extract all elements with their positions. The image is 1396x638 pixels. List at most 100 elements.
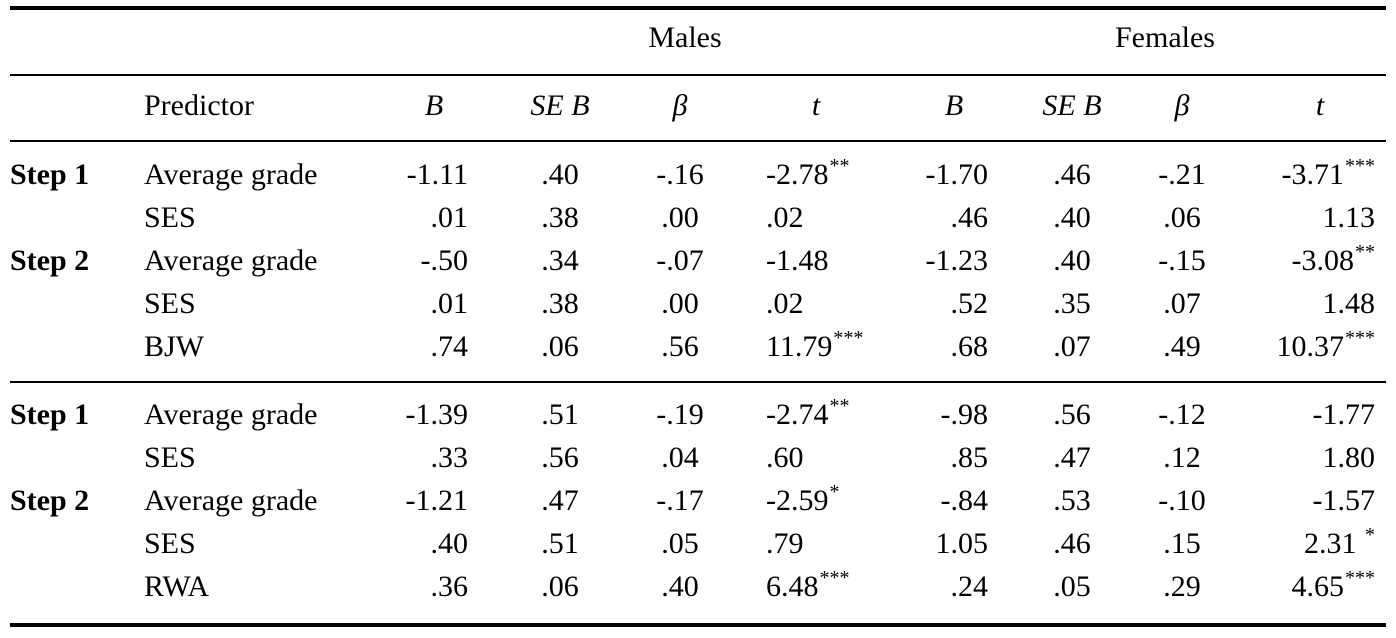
value-cell: 1.05 [900, 524, 989, 564]
value-cell: .04 [620, 438, 740, 478]
value: .36 [430, 570, 469, 603]
value-cell: .06 [500, 327, 620, 367]
significance-stars: *** [1345, 567, 1375, 589]
value-cell: 1.80 [1265, 438, 1376, 478]
value-cell: -2.74** [766, 395, 886, 435]
value: .68 [950, 330, 989, 363]
value: -1.11 [406, 158, 468, 191]
value: .53 [1053, 484, 1091, 517]
value: .40 [541, 158, 579, 191]
column-header: B [944, 89, 964, 122]
value-cell: -2.59* [766, 481, 886, 521]
value-cell: .68 [900, 327, 989, 367]
value-cell: -.50 [380, 241, 469, 281]
value-cell: -1.70 [900, 155, 989, 195]
value: .33 [430, 441, 469, 474]
predictor-cell: SES [144, 201, 196, 234]
value: -1.23 [925, 244, 989, 277]
value: .40 [661, 570, 699, 603]
value-cell: 4.65*** [1265, 567, 1376, 607]
value: .49 [1163, 330, 1201, 363]
column-header: SE B [1042, 89, 1102, 122]
value-cell: .36 [380, 567, 469, 607]
value: .06 [541, 570, 579, 603]
value-cell: -.10 [1122, 481, 1242, 521]
value: .07 [1163, 287, 1201, 320]
predictor-cell: Average grade [144, 398, 318, 431]
value: .00 [661, 201, 699, 234]
value: .01 [430, 201, 469, 234]
value-cell: .29 [1122, 567, 1242, 607]
value: .02 [766, 201, 804, 234]
value-cell: .51 [500, 524, 620, 564]
value: .01 [430, 287, 469, 320]
value: -.07 [656, 244, 704, 277]
value-cell: -3.71*** [1265, 155, 1376, 195]
value: -1.48 [766, 244, 829, 277]
value-cell: 10.37*** [1265, 327, 1376, 367]
value: .38 [541, 201, 579, 234]
value: -3.08 [1291, 244, 1355, 277]
value: -.50 [420, 244, 469, 277]
value-cell: -1.77 [1265, 395, 1376, 435]
value-cell: .33 [380, 438, 469, 478]
value-cell: -.16 [620, 155, 740, 195]
value-cell: .38 [500, 198, 620, 238]
value-cell: .02 [766, 284, 886, 324]
predictor-cell: Average grade [144, 244, 318, 277]
value-cell: .07 [1012, 327, 1132, 367]
column-header: t [811, 89, 821, 122]
value-cell: .07 [1122, 284, 1242, 324]
value: .34 [541, 244, 579, 277]
value-cell: .47 [500, 481, 620, 521]
value: .38 [541, 287, 579, 320]
value-cell: .40 [620, 567, 740, 607]
value: .02 [766, 287, 804, 320]
significance-stars: *** [1345, 155, 1375, 177]
significance-stars: ** [829, 395, 850, 417]
value: -.16 [656, 158, 704, 191]
value-cell: .34 [500, 241, 620, 281]
predictor-cell: RWA [144, 570, 210, 603]
column-header: t [1315, 89, 1325, 122]
value: -.12 [1158, 398, 1206, 431]
value: -.21 [1158, 158, 1206, 191]
predictor-cell: SES [144, 287, 196, 320]
column-header-predictor: Predictor [144, 89, 254, 122]
value: 10.37 [1276, 330, 1345, 363]
value: .24 [950, 570, 989, 603]
value-cell: .40 [380, 524, 469, 564]
value: -.10 [1158, 484, 1206, 517]
value: -.15 [1158, 244, 1206, 277]
value-cell: -.15 [1122, 241, 1242, 281]
value-cell: .02 [766, 198, 886, 238]
value-cell: -.19 [620, 395, 740, 435]
significance-stars: *** [819, 567, 850, 589]
value-cell: .53 [1012, 481, 1132, 521]
value: .74 [430, 330, 469, 363]
value-cell: -.98 [900, 395, 989, 435]
value-cell: .47 [1012, 438, 1132, 478]
value: -2.78 [766, 158, 829, 191]
value: 11.79 [766, 330, 833, 363]
predictor-cell: BJW [144, 330, 204, 363]
value: .06 [1163, 201, 1201, 234]
predictor-cell: Average grade [144, 158, 318, 191]
value: .35 [1053, 287, 1091, 320]
value-cell: -.84 [900, 481, 989, 521]
step-label: Step 1 [10, 398, 90, 431]
group-header-males: Males [648, 21, 722, 54]
value-cell: .49 [1122, 327, 1242, 367]
value-cell: .38 [500, 284, 620, 324]
value: .51 [541, 527, 579, 560]
value: -1.77 [1312, 398, 1376, 431]
table-rule [10, 381, 1386, 383]
value: .52 [950, 287, 989, 320]
value: 4.65 [1291, 570, 1345, 603]
value-cell: -1.23 [900, 241, 989, 281]
value: 2.31 [1304, 527, 1364, 560]
value: .56 [541, 441, 579, 474]
table-rule [10, 623, 1386, 627]
value-cell: .46 [1012, 155, 1132, 195]
value-cell: .74 [380, 327, 469, 367]
